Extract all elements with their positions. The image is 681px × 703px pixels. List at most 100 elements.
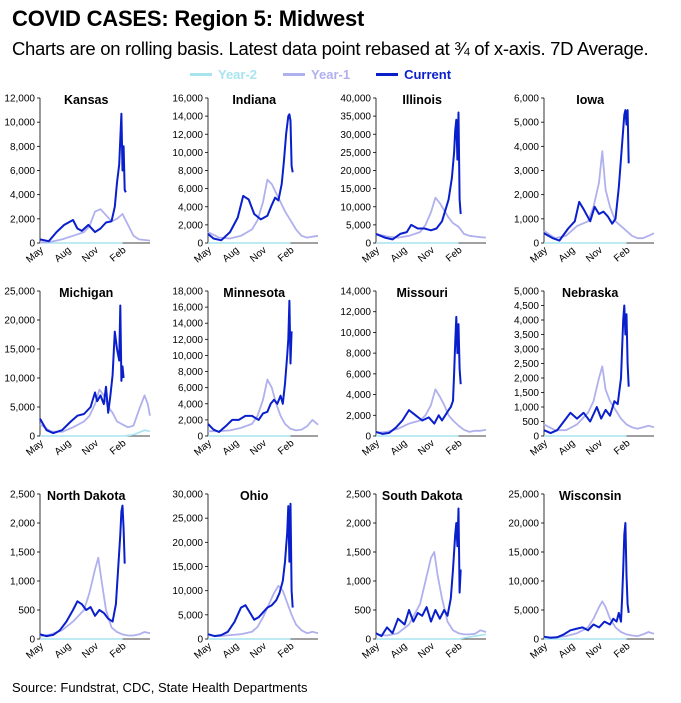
x-tick-label: Nov	[416, 641, 437, 661]
y-tick-label: 500	[354, 606, 371, 617]
x-tick-label: Aug	[221, 245, 242, 265]
y-tick-label: 1,500	[346, 548, 371, 559]
y-tick-label: 25,000	[340, 148, 371, 159]
y-tick-label: 12,000	[4, 94, 35, 105]
x-tick-label: Aug	[389, 641, 410, 661]
series-line-year1	[543, 365, 655, 432]
y-tick-label: 6,000	[10, 166, 35, 177]
x-tick-label: Nov	[416, 438, 437, 458]
y-tick-label: 10,000	[4, 374, 35, 385]
y-tick-label: 3,000	[514, 166, 539, 177]
legend-label-current: Current	[404, 66, 452, 82]
y-tick-label: 4,500	[514, 301, 539, 312]
x-tick-label: Aug	[53, 438, 74, 458]
x-tick-label: Feb	[276, 245, 297, 265]
series-line-year1	[207, 178, 319, 240]
y-tick-label: 2,000	[178, 415, 203, 426]
y-tick-label: 20,000	[4, 316, 35, 327]
y-tick-label: 5,000	[10, 403, 35, 414]
y-tick-label: 2,500	[346, 490, 371, 501]
chart-title: North Dakota	[47, 489, 127, 503]
series-line-current	[39, 112, 127, 243]
x-tick-label: Feb	[444, 245, 465, 265]
y-tick-label: 2,000	[514, 190, 539, 201]
y-tick-label: 0	[29, 239, 35, 250]
x-tick-label: May	[192, 245, 214, 266]
series-line-current	[207, 113, 294, 242]
x-tick-label: Feb	[108, 245, 129, 265]
y-tick-label: 4,000	[178, 202, 203, 213]
chart-title: Minnesota	[223, 286, 286, 300]
y-tick-label: 2,000	[10, 519, 35, 530]
y-tick-label: 14,000	[172, 319, 203, 330]
legend-swatch-year2	[190, 72, 212, 76]
y-tick-label: 4,000	[178, 399, 203, 410]
y-tick-label: 2,000	[10, 214, 35, 225]
y-tick-label: 0	[29, 432, 35, 443]
x-tick-label: Nov	[248, 641, 269, 661]
series-line-current	[207, 502, 294, 638]
y-tick-label: 6,000	[514, 94, 539, 105]
series-line-current	[375, 315, 462, 435]
legend-swatch-current	[376, 72, 399, 76]
y-tick-label: 15,000	[4, 345, 35, 356]
series-line-year1	[544, 600, 655, 639]
series-line-year1	[39, 208, 151, 244]
x-tick-label: Feb	[108, 438, 129, 458]
y-tick-label: 2,000	[514, 374, 539, 385]
legend-label-year2: Year-2	[218, 66, 258, 82]
y-tick-label: 25,000	[508, 490, 539, 501]
x-tick-label: Nov	[80, 438, 101, 458]
y-tick-label: 5,000	[514, 118, 539, 129]
y-tick-label: 0	[29, 635, 35, 646]
y-tick-label: 1,000	[346, 577, 371, 588]
x-tick-label: Feb	[444, 438, 465, 458]
chart-minnesota: Minnesota 0 2,000 4,000 6,000 8,000 10,000 12,0…	[172, 286, 319, 459]
series-line-current	[375, 507, 462, 638]
chart-kansas: Kansas 0 2,000 4,000 6,000 8,000 10,000 12,000 M…	[4, 93, 151, 265]
y-tick-label: 10,000	[172, 351, 203, 362]
y-tick-label: 5,000	[346, 220, 371, 231]
x-tick-label: Aug	[221, 641, 242, 661]
y-tick-label: 0	[533, 635, 539, 646]
y-tick-label: 14,000	[340, 287, 371, 298]
chart-title: Michigan	[59, 286, 113, 300]
series-line-year1	[375, 551, 487, 637]
x-tick-label: Aug	[557, 641, 578, 661]
y-tick-label: 4,000	[514, 316, 539, 327]
chart-wisconsin: Wisconsin 0 5,000 10,000 15,000 20,000 25,000 M…	[508, 489, 655, 661]
chart-title: Ohio	[240, 489, 269, 503]
series-line-year1	[375, 196, 487, 239]
y-tick-label: 8,000	[178, 166, 203, 177]
chart-iowa: Iowa 0 1,000 2,000 3,000 4,000 5,000 6,000 May Au…	[514, 93, 655, 266]
y-tick-label: 0	[365, 635, 371, 646]
y-tick-label: 16,000	[172, 94, 203, 105]
x-tick-label: Feb	[612, 245, 633, 265]
y-tick-label: 0	[533, 432, 539, 443]
series-line-current	[543, 304, 630, 435]
x-tick-label: Aug	[557, 245, 578, 265]
x-tick-label: May	[192, 438, 214, 459]
y-tick-label: 1,500	[10, 548, 35, 559]
x-tick-label: May	[528, 245, 550, 266]
y-tick-label: 15,000	[172, 562, 203, 573]
series-line-year1	[543, 150, 655, 240]
y-tick-label: 12,000	[340, 307, 371, 318]
y-tick-label: 6,000	[178, 383, 203, 394]
y-tick-label: 4,000	[10, 190, 35, 201]
y-tick-label: 1,000	[10, 577, 35, 588]
y-tick-label: 10,000	[508, 577, 539, 588]
x-tick-label: May	[192, 641, 214, 662]
y-tick-label: 16,000	[172, 303, 203, 314]
legend-swatch-year1	[283, 72, 306, 76]
y-tick-label: 6,000	[346, 369, 371, 380]
y-tick-label: 3,000	[514, 345, 539, 356]
x-tick-label: May	[24, 438, 46, 459]
chart-title: Indiana	[232, 93, 277, 107]
y-tick-label: 5,000	[178, 610, 203, 621]
x-tick-label: Nov	[248, 438, 269, 458]
x-tick-label: Nov	[80, 641, 101, 661]
page-subtitle: Charts are on rolling basis. Latest data…	[12, 38, 649, 59]
x-tick-label: May	[528, 438, 550, 459]
y-tick-label: 20,000	[172, 538, 203, 549]
